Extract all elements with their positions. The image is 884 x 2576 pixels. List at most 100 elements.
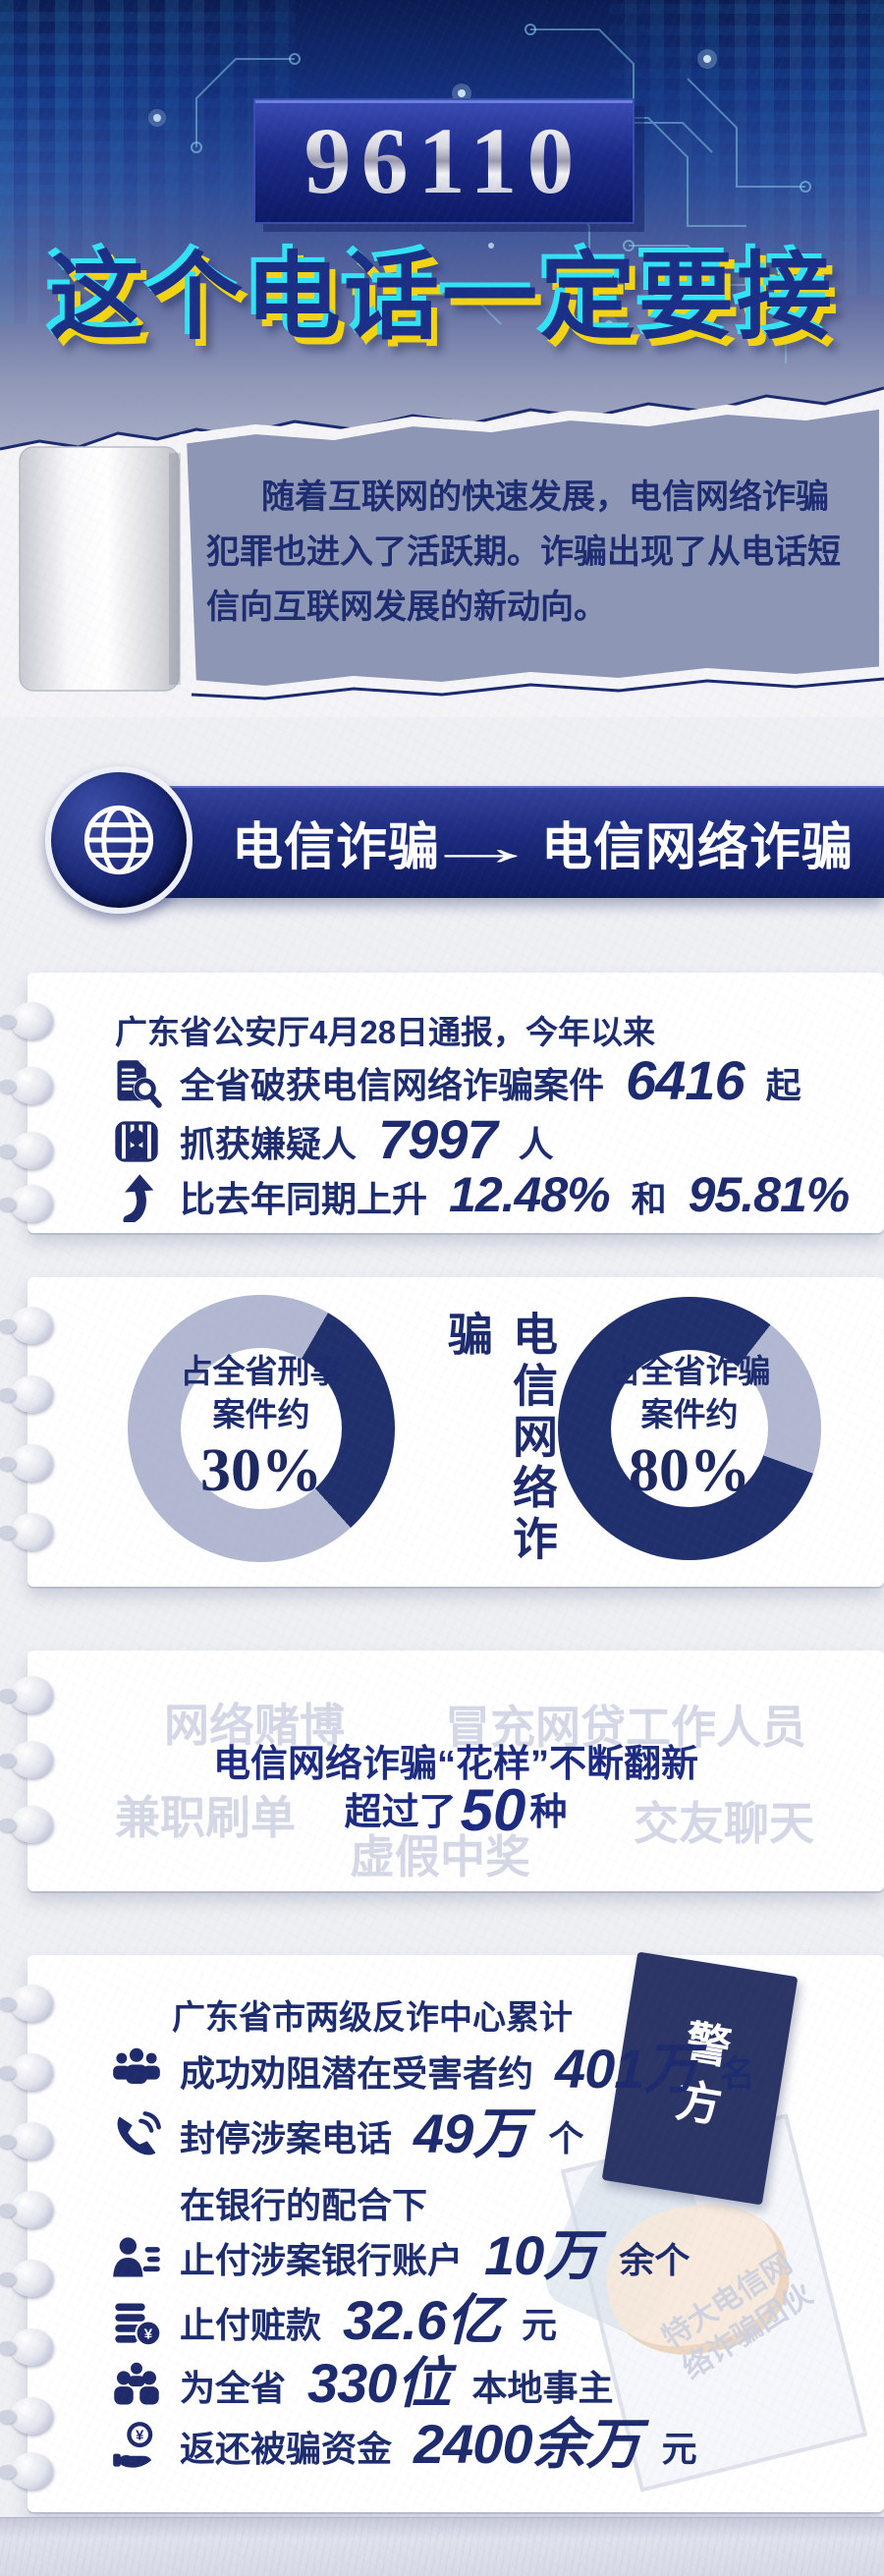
torn-edge-knob bbox=[0, 1806, 53, 1843]
intro-line: 信向互联网发展的新动向。 bbox=[206, 588, 607, 626]
people-group-icon bbox=[113, 2047, 160, 2084]
torn-edge-knob bbox=[0, 1741, 53, 1778]
stat-row-local-victims: 为全省 330位 本地事主 bbox=[111, 2352, 614, 2414]
fraud-type-tag: 交友聊天 bbox=[634, 1798, 814, 1849]
stat-row-frozen-accounts: 止付涉案银行账户 10万 余个 bbox=[111, 2224, 691, 2286]
torn-edge-knob bbox=[0, 1307, 53, 1344]
stat-row-blocked-phones: 封停涉案电话 49万个 bbox=[111, 2102, 584, 2164]
donut-label-line2: 案件约 bbox=[640, 1396, 739, 1433]
fraud-type-tag: 网络赌博 bbox=[164, 1700, 345, 1751]
stat-row-intercepted-money: ¥ 止付赃款 32.6亿元 bbox=[111, 2293, 558, 2350]
globe-icon bbox=[45, 766, 193, 914]
action-card-title: 广东省市两级反诈中心累计 bbox=[172, 1999, 573, 2037]
report-card-title: 广东省公安厅4月28日通报，今年以来 bbox=[115, 1014, 656, 1050]
stat-row-returned-funds: ¥ 返还被骗资金 2400余万元 bbox=[111, 2413, 697, 2475]
fraud-type-tag: 冒充网贷工作人员 bbox=[445, 1702, 806, 1753]
stat-prefix: 成功劝阻潜在受害者约 bbox=[180, 2053, 534, 2094]
torn-edge-knob bbox=[0, 2122, 53, 2159]
banner-left-label: 电信诈骗 bbox=[232, 818, 441, 876]
svg-text:¥: ¥ bbox=[144, 2325, 153, 2342]
intro-line: 犯罪也进入了活跃期。诈骗出现了从电话短 bbox=[206, 533, 841, 571]
stat-prefix: 止付涉案银行账户 bbox=[180, 2240, 464, 2280]
donut-percent: 30% bbox=[200, 1437, 322, 1505]
donut-percent: 80% bbox=[629, 1437, 750, 1505]
rise-arrow-icon bbox=[123, 1174, 154, 1222]
donut-label-line1: 占全省刑事 bbox=[180, 1353, 343, 1390]
main-headline: 这个电话一定要接 bbox=[49, 244, 835, 351]
torn-edge-knob bbox=[0, 2053, 53, 2091]
stat-suffix: 元 bbox=[522, 2305, 558, 2345]
stat-suffix: 元 bbox=[661, 2429, 697, 2469]
count-suffix: 种 bbox=[529, 1792, 568, 1833]
fraud-share-donut-chart: 占全省诈骗 案件约 80% bbox=[558, 1297, 821, 1560]
stat-prefix: 封停涉案电话 bbox=[180, 2118, 393, 2158]
stat-suffix: 个 bbox=[548, 2118, 584, 2158]
bottom-paper-strip bbox=[0, 2517, 884, 2576]
stat-prefix: 为全省 bbox=[180, 2368, 287, 2408]
stat-row-cases: 全省破获电信网络诈骗案件 6416 起 bbox=[111, 1049, 801, 1111]
fraud-type-tag: 兼职刷单 bbox=[115, 1792, 296, 1843]
stat-prefix: 在银行的配合下 bbox=[180, 2185, 428, 2225]
stat-suffix: 名 bbox=[719, 2053, 755, 2094]
stat-value: 10万 bbox=[484, 2224, 598, 2286]
torn-edge-knob bbox=[0, 2260, 53, 2297]
donut-label-line2: 案件约 bbox=[212, 1396, 310, 1433]
torn-edge-knob bbox=[0, 2452, 53, 2490]
refund-icon: ¥ bbox=[113, 2422, 153, 2468]
stat-row-dissuaded: 成功劝阻潜在受害者约 401万名 bbox=[111, 2038, 755, 2100]
intro-line: 随着互联网的快速发展，电信网络诈骗 bbox=[261, 478, 829, 516]
donut-label-line1: 占全省诈骗 bbox=[608, 1353, 771, 1390]
owners-icon bbox=[114, 2362, 159, 2405]
stat-prefix: 返还被骗资金 bbox=[180, 2429, 393, 2469]
torn-edge-knob bbox=[0, 1985, 53, 2022]
torn-edge-knob bbox=[0, 1067, 53, 1104]
donut-center-label: 占全省刑事 案件约 30% bbox=[180, 1348, 343, 1509]
stat-row-increase: 比去年同期上升 12.48% 和 95.81% bbox=[111, 1167, 853, 1222]
report-card: 广东省公安厅4月28日通报，今年以来 全省破获电信网络诈骗案件 6416 起 抓获嫌… bbox=[0, 973, 884, 1233]
torn-edge-knob bbox=[0, 1185, 53, 1222]
torn-edge-knob bbox=[0, 2191, 53, 2228]
stat-value: 49万 bbox=[414, 2102, 527, 2164]
phone-call-icon bbox=[117, 2111, 161, 2156]
torn-edge-knob bbox=[0, 2397, 53, 2435]
svg-text:¥: ¥ bbox=[136, 2428, 144, 2444]
money-stack-icon: ¥ bbox=[115, 2303, 162, 2347]
stat-prefix: 止付赃款 bbox=[180, 2305, 322, 2345]
intro-paragraph: 随着互联网的快速发展，电信网络诈骗 犯罪也进入了活跃期。诈骗出现了从电话短 信向… bbox=[206, 470, 850, 635]
hotline-number-box: 96110 bbox=[253, 98, 635, 224]
donut-center-label: 占全省诈骗 案件约 80% bbox=[608, 1350, 771, 1507]
torn-edge-knob bbox=[0, 1513, 53, 1550]
section-banner: 电信诈骗→电信网络诈骗 bbox=[116, 786, 884, 898]
stat-suffix: 余个 bbox=[619, 2240, 691, 2280]
stat-suffix: 本地事主 bbox=[471, 2368, 614, 2408]
section-banner-text: 电信诈骗→电信网络诈骗 bbox=[232, 806, 854, 879]
stat-value: 6416 bbox=[626, 1049, 746, 1111]
stat-conjunction: 和 bbox=[631, 1179, 667, 1219]
count-value: 50 bbox=[460, 1777, 526, 1843]
arrow-right-icon: → bbox=[418, 818, 545, 876]
stat-suffix: 人 bbox=[518, 1124, 554, 1164]
stat-prefix: 比去年同期上升 bbox=[180, 1179, 428, 1219]
share-card: 占全省刑事 案件约 30% 电信网络诈骗 占全省诈骗 案件约 80% bbox=[0, 1277, 884, 1587]
torn-edge-knob bbox=[0, 1676, 53, 1713]
variety-count-line: 超过了50 种 bbox=[28, 1776, 884, 1844]
stat-prefix: 全省破获电信网络诈骗案件 bbox=[180, 1065, 605, 1105]
fraud-type-tag: 虚假中奖 bbox=[350, 1831, 530, 1882]
criminal-share-donut-chart: 占全省刑事 案件约 30% bbox=[128, 1295, 395, 1562]
stat-row-suspects: 抓获嫌疑人 7997 人 bbox=[111, 1108, 554, 1170]
stat-suffix: 起 bbox=[765, 1065, 801, 1105]
circuit-traces-decoration bbox=[148, 24, 818, 364]
stat-value: 2400余万 bbox=[414, 2413, 641, 2475]
stat-row-bank-note: 在银行的配合下 bbox=[180, 2177, 427, 2228]
stat-value: 12.48% bbox=[449, 1167, 611, 1222]
torn-edge-knob bbox=[0, 1132, 53, 1169]
hotline-number: 96110 bbox=[304, 108, 584, 213]
stat-value: 7997 bbox=[378, 1108, 498, 1170]
stat-value: 401万 bbox=[555, 2038, 698, 2100]
action-card: 警方 特大电信网 络诈骗团伙 广东省市两级反诈中心累计 成功劝阻潜在受害者约 40… bbox=[0, 1951, 884, 2512]
torn-edge-knob bbox=[0, 2328, 53, 2366]
stat-prefix: 抓获嫌疑人 bbox=[180, 1124, 358, 1164]
stat-value: 330位 bbox=[307, 2352, 451, 2414]
suspect-icon bbox=[115, 1121, 158, 1162]
